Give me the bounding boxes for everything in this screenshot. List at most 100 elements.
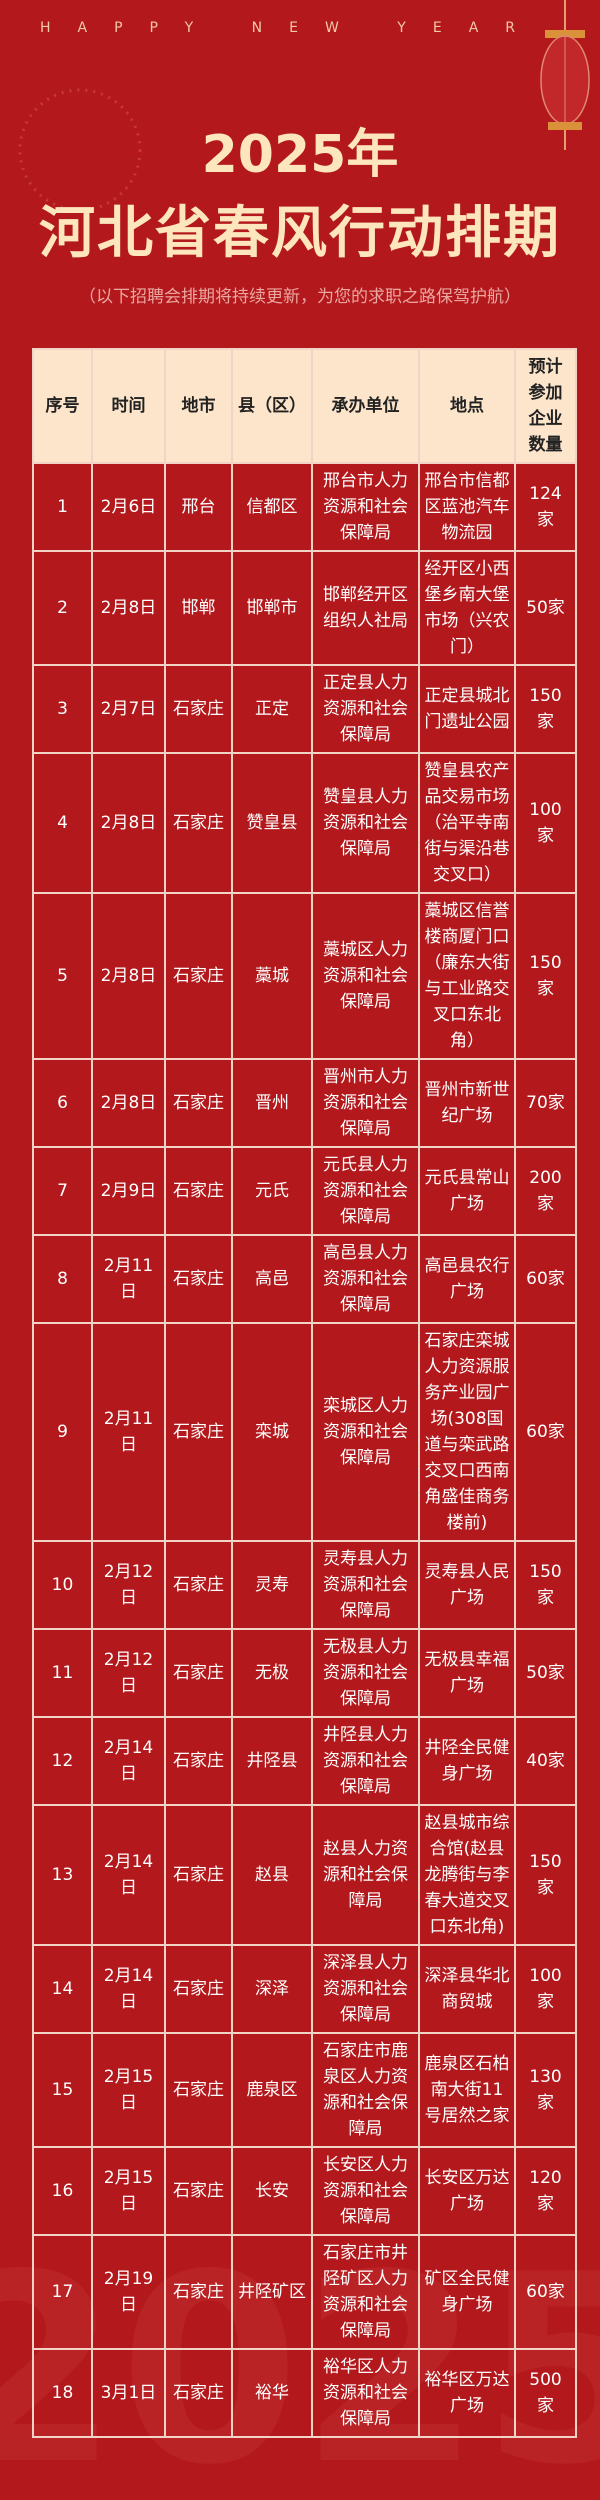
column-header: 时间 [91,348,166,464]
table-row: 11 2月12日 石家庄 无极 无极县人力资源和社会保障局 无极县幸福广场 50家 [32,1628,577,1718]
table-cell: 2月8日 [91,1058,166,1148]
greeting: HAPPY NEW YEAR [40,20,542,36]
table-row: 13 2月14日 石家庄 赵县 赵县人力资源和社会保障局 赵县城市综合馆(赵县龙腾街与李春… [32,1804,577,1946]
table-cell: 正定 [231,664,313,754]
table-cell: 石家庄 [164,1804,233,1946]
table-cell: 3月1日 [91,2348,166,2438]
table-cell: 9 [32,1322,93,1542]
table-cell: 石家庄 [164,1716,233,1806]
table-cell: 60家 [514,1322,577,1542]
table-cell: 鹿泉区石柏南大街11号居然之家 [418,2032,516,2148]
table-cell: 藁城区信誉楼商厦门口（廉东大街与工业路交叉口东北角） [418,892,516,1060]
table-cell: 灵寿县人力资源和社会保障局 [311,1540,420,1630]
table-cell: 长安 [231,2146,313,2236]
table-cell: 500家 [514,2348,577,2438]
table-cell: 赞皇县 [231,752,313,894]
table-cell: 10 [32,1540,93,1630]
subtitle: （以下招聘会排期将持续更新，为您的求职之路保驾护航） [79,287,521,307]
table-cell: 正定县人力资源和社会保障局 [311,664,420,754]
table-cell: 栾城区人力资源和社会保障局 [311,1322,420,1542]
table-cell: 7 [32,1146,93,1236]
table-cell: 井陉县 [231,1716,313,1806]
table-cell: 邢台市人力资源和社会保障局 [311,462,420,552]
title-year: 2025年 [201,125,399,185]
table-cell: 石家庄栾城人力资源服务产业园广场(308国道与栾武路交叉口西南角盛佳商务楼前) [418,1322,516,1542]
table-cell: 石家庄市鹿泉区人力资源和社会保障局 [311,2032,420,2148]
table-cell: 石家庄 [164,752,233,894]
table-cell: 石家庄 [164,1944,233,2034]
table-cell: 藁城 [231,892,313,1060]
table-cell: 正定县城北门遗址公园 [418,664,516,754]
table-cell: 石家庄 [164,2348,233,2438]
table-cell: 长安区人力资源和社会保障局 [311,2146,420,2236]
table-cell: 藁城区人力资源和社会保障局 [311,892,420,1060]
table-cell: 40家 [514,1716,577,1806]
column-header: 序号 [32,348,93,464]
table-cell: 2月12日 [91,1540,166,1630]
table-row: 16 2月15日 石家庄 长安 长安区人力资源和社会保障局 长安区万达广场 120家 [32,2146,577,2236]
table-cell: 15 [32,2032,93,2148]
table-cell: 栾城 [231,1322,313,1542]
table-cell: 裕华区万达广场 [418,2348,516,2438]
table-cell: 赵县人力资源和社会保障局 [311,1804,420,1946]
table-row: 12 2月14日 石家庄 井陉县 井陉县人力资源和社会保障局 井陉全民健身广场 40家 [32,1716,577,1806]
table-cell: 100家 [514,1944,577,2034]
table-cell: 深泽县人力资源和社会保障局 [311,1944,420,2034]
table-row: 5 2月8日 石家庄 藁城 藁城区人力资源和社会保障局 藁城区信誉楼商厦门口（廉东大街与工… [32,892,577,1060]
table-cell: 6 [32,1058,93,1148]
table-cell: 18 [32,2348,93,2438]
table-cell: 裕华区人力资源和社会保障局 [311,2348,420,2438]
table-row: 1 2月6日 邢台 信都区 邢台市人力资源和社会保障局 邢台市信都区蓝池汽车物流园 124家 [32,462,577,552]
table-cell: 高邑县农行广场 [418,1234,516,1324]
table-cell: 石家庄 [164,1628,233,1718]
table-cell: 150家 [514,1540,577,1630]
table-cell: 13 [32,1804,93,1946]
table-cell: 元氏县常山广场 [418,1146,516,1236]
table-cell: 井陉全民健身广场 [418,1716,516,1806]
table-cell: 鹿泉区 [231,2032,313,2148]
table-cell: 1 [32,462,93,552]
table-cell: 高邑 [231,1234,313,1324]
table-cell: 邯郸市 [231,550,313,666]
table-cell: 无极县人力资源和社会保障局 [311,1628,420,1718]
table-cell: 石家庄市井陉矿区人力资源和社会保障局 [311,2234,420,2350]
table-cell: 晋州市新世纪广场 [418,1058,516,1148]
table-cell: 50家 [514,1628,577,1718]
table-cell: 井陉矿区 [231,2234,313,2350]
table-cell: 深泽 [231,1944,313,2034]
column-header: 县（区） [231,348,313,464]
table-cell: 17 [32,2234,93,2350]
column-header: 地市 [164,348,233,464]
table-row: 3 2月7日 石家庄 正定 正定县人力资源和社会保障局 正定县城北门遗址公园 150家 [32,664,577,754]
schedule-table: 序号 时间 地市 县（区） 承办单位 地点 预计参加企业数量 1 2月6日 邢台 信都区 邢台市人力… [32,348,577,2438]
table-cell: 3 [32,664,93,754]
table-cell: 2月15日 [91,2032,166,2148]
table-cell: 60家 [514,2234,577,2350]
column-header: 承办单位 [311,348,420,464]
table-cell: 赞皇县人力资源和社会保障局 [311,752,420,894]
table-cell: 高邑县人力资源和社会保障局 [311,1234,420,1324]
table-cell: 赵县 [231,1804,313,1946]
table-cell: 元氏 [231,1146,313,1236]
column-header: 地点 [418,348,516,464]
table-cell: 石家庄 [164,2032,233,2148]
table-cell: 2月8日 [91,550,166,666]
column-header: 预计参加企业数量 [514,348,577,464]
table-cell: 赵县城市综合馆(赵县龙腾街与李春大道交叉口东北角) [418,1804,516,1946]
table-cell: 150家 [514,892,577,1060]
table-row: 6 2月8日 石家庄 晋州 晋州市人力资源和社会保障局 晋州市新世纪广场 70家 [32,1058,577,1148]
table-cell: 石家庄 [164,2146,233,2236]
table-cell: 石家庄 [164,1322,233,1542]
table-cell: 石家庄 [164,1146,233,1236]
header-row: 序号 时间 地市 县（区） 承办单位 地点 预计参加企业数量 [32,348,577,464]
table-cell: 2月9日 [91,1146,166,1236]
table-cell: 赞皇县农产品交易市场（治平寺南街与渠沿巷交叉口） [418,752,516,894]
table-cell: 灵寿县人民广场 [418,1540,516,1630]
table-cell: 2月8日 [91,892,166,1060]
table-cell: 2月14日 [91,1944,166,2034]
table-row: 18 3月1日 石家庄 裕华 裕华区人力资源和社会保障局 裕华区万达广场 500家 [32,2348,577,2438]
table-row: 7 2月9日 石家庄 元氏 元氏县人力资源和社会保障局 元氏县常山广场 200家 [32,1146,577,1236]
table-cell: 井陉县人力资源和社会保障局 [311,1716,420,1806]
table-cell: 石家庄 [164,2234,233,2350]
